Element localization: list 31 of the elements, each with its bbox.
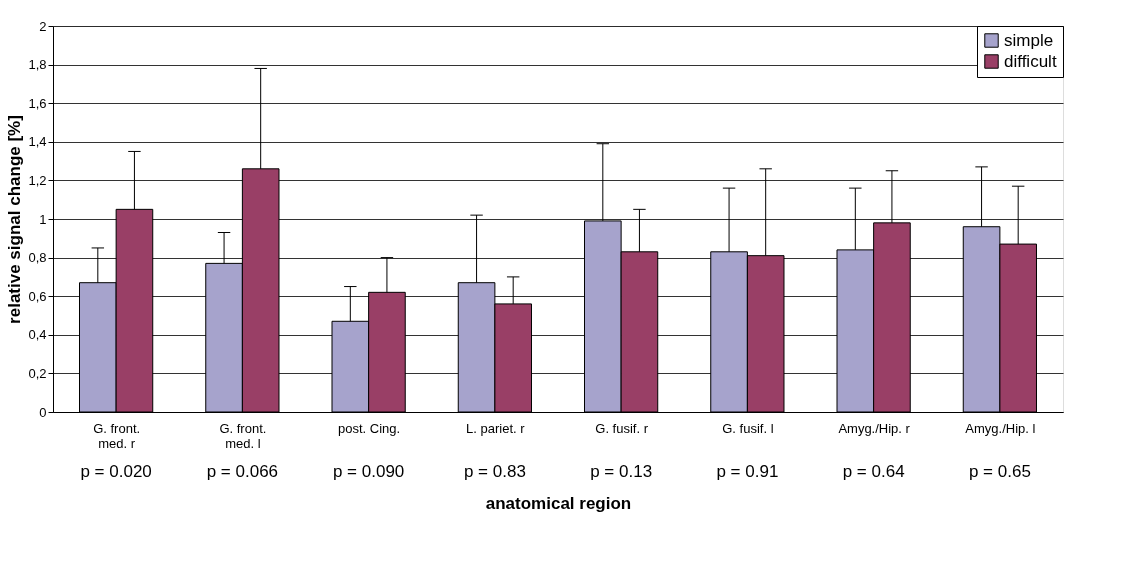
y-tick-label: 1: [39, 211, 47, 227]
x-tick-label: post. Cing.: [338, 420, 401, 436]
y-tick-label: 1,4: [28, 134, 47, 150]
x-tick-label: Amyg./Hip. r: [838, 420, 911, 436]
y-tick-label: 0: [39, 404, 47, 420]
text: p = 0.020: [80, 462, 152, 481]
y-tick-label: 0,8: [28, 250, 47, 266]
x-tick-label: G. front. med. l: [219, 420, 267, 451]
legend-label: difficult: [1004, 51, 1057, 71]
legend-label: simple: [1004, 30, 1054, 50]
text: p = 0.13: [590, 462, 653, 481]
y-tick-label: 0,2: [28, 365, 47, 381]
text: p = 0.65: [968, 462, 1031, 481]
text: p = 0.090: [332, 462, 405, 481]
x-tick-label: G. fusif. r: [595, 420, 649, 436]
text: p = 0.83: [463, 462, 526, 481]
text: p = 0.64: [842, 462, 905, 481]
x-tick-label: Amyg./Hip. l: [965, 420, 1036, 436]
y-tick-label: 1,2: [28, 172, 47, 188]
x-tick-label: L. pariet. r: [466, 420, 526, 436]
x-axis-title: anatomical region: [485, 493, 632, 513]
y-tick-label: 0,4: [28, 327, 47, 343]
y-tick-label: 2: [39, 18, 47, 34]
x-tick-label: G. fusif. l: [722, 420, 774, 436]
y-tick-label: 1,8: [28, 57, 47, 73]
y-tick-label: 1,6: [28, 95, 47, 111]
text: p = 0.91: [716, 462, 779, 481]
text: p = 0.066: [206, 462, 279, 481]
y-tick-label: 0,6: [28, 288, 47, 304]
y-axis-title: relative signal change [%]: [5, 115, 25, 324]
x-tick-label: G. front. med. r: [93, 420, 141, 451]
